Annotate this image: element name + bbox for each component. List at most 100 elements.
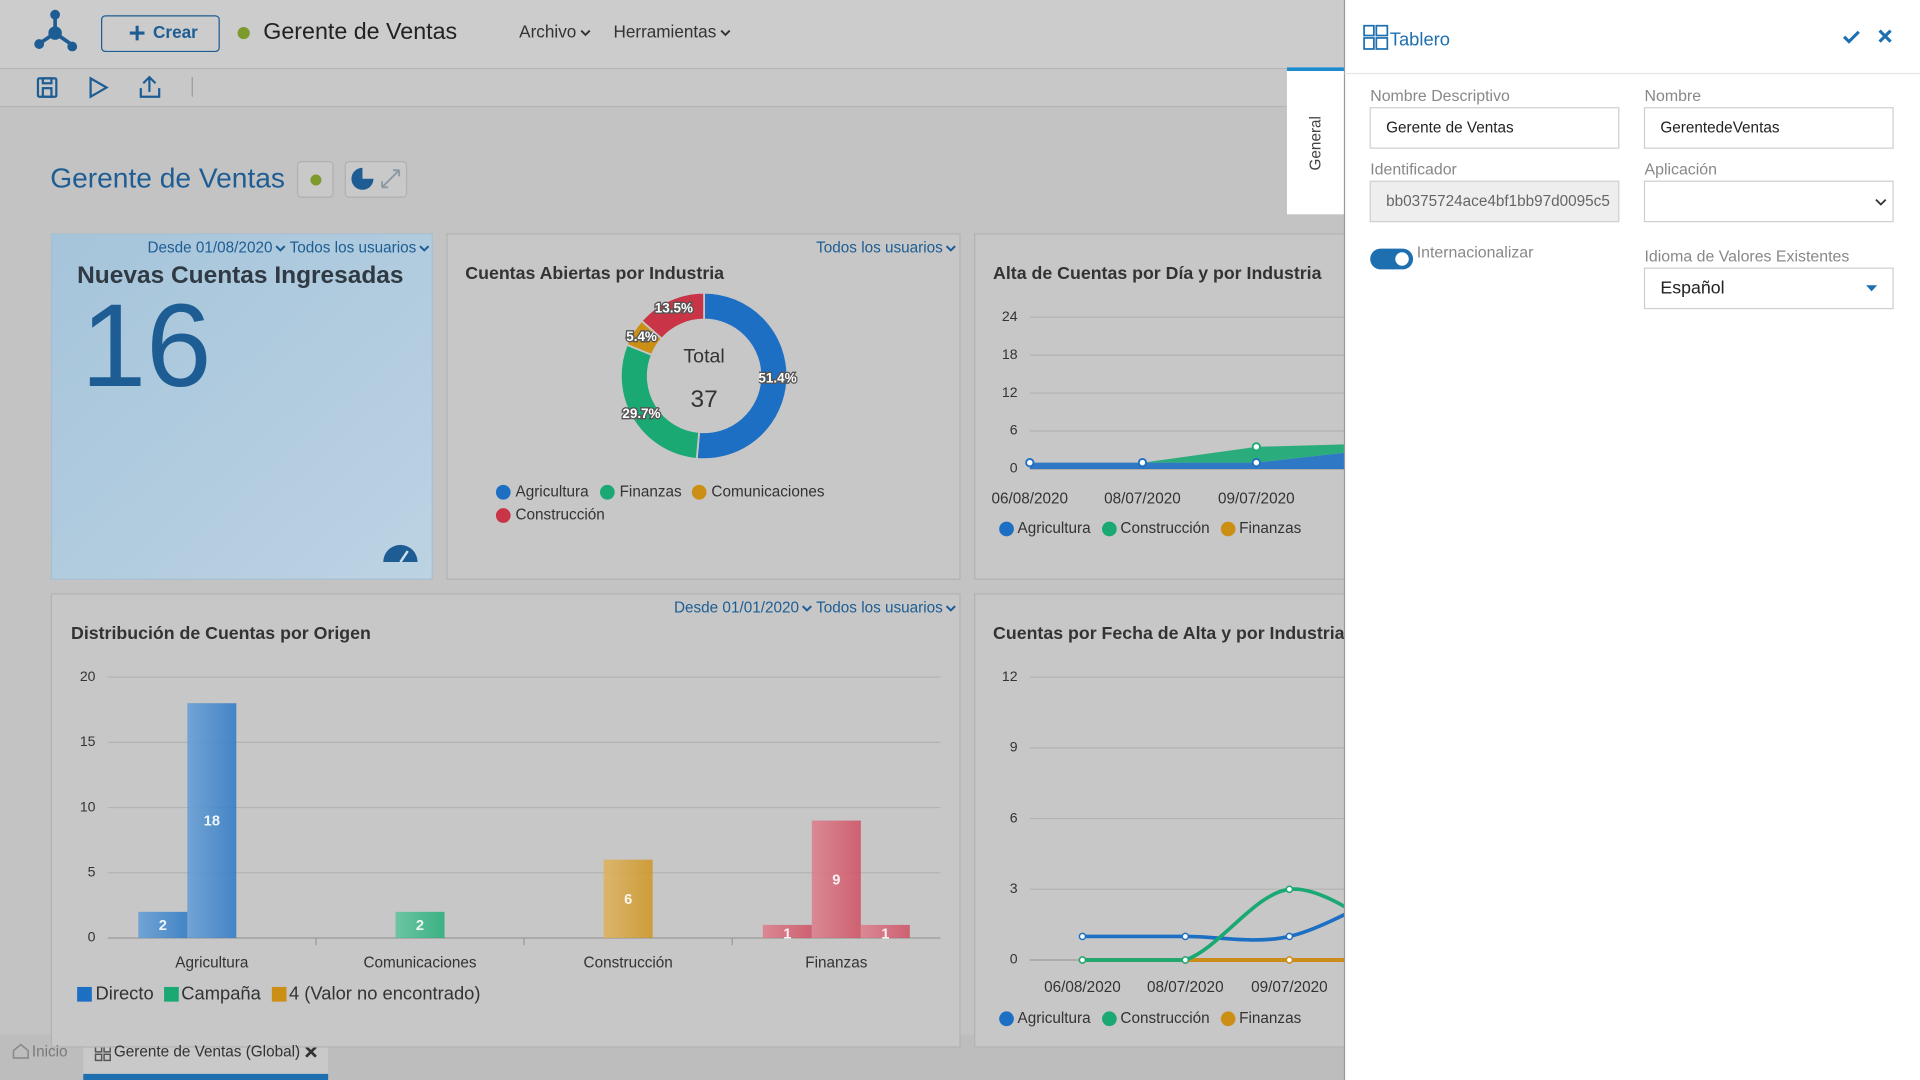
data-point bbox=[1285, 932, 1294, 941]
plus-icon bbox=[129, 25, 145, 41]
confirm-icon[interactable] bbox=[1842, 30, 1860, 44]
close-icon[interactable] bbox=[1878, 29, 1892, 43]
bar-shade bbox=[138, 911, 188, 938]
legend-label[interactable]: Agricultura bbox=[516, 483, 590, 500]
y-tick-label: 12 bbox=[1002, 384, 1018, 400]
data-point bbox=[1078, 956, 1087, 964]
filter-dropdown[interactable]: Todos los usuarios bbox=[290, 240, 417, 257]
x-tick-label: 09/07/2020 bbox=[1218, 491, 1295, 508]
create-label[interactable]: Crear bbox=[153, 22, 198, 42]
legend-swatch bbox=[164, 986, 179, 1002]
field-input[interactable] bbox=[1643, 180, 1894, 223]
field-label: Idioma de Valores Existentes bbox=[1644, 248, 1849, 265]
data-point bbox=[1181, 956, 1190, 964]
y-tick-label: 15 bbox=[80, 733, 96, 749]
menu[interactable]: Archivo bbox=[519, 22, 576, 42]
legend-swatch bbox=[999, 1011, 1014, 1027]
donut-total: 37 bbox=[690, 386, 717, 413]
y-tick-label: 6 bbox=[1010, 422, 1018, 438]
slice-label: 51.4% bbox=[758, 371, 796, 386]
chart-title: Distribución de Cuentas por Origen bbox=[71, 623, 371, 643]
chevron bbox=[419, 245, 430, 252]
kpi-title: Nuevas Cuentas Ingresadas bbox=[77, 262, 403, 289]
filter-dropdown[interactable]: Todos los usuarios bbox=[816, 240, 943, 257]
bar-shade bbox=[762, 924, 812, 938]
home-icon bbox=[12, 1043, 29, 1059]
field-value: Gerente de Ventas bbox=[1386, 120, 1514, 137]
widget bbox=[974, 233, 1345, 580]
y-tick-label: 0 bbox=[1010, 951, 1018, 967]
tab-label[interactable]: Gerente de Ventas (Global) bbox=[114, 1043, 300, 1060]
field-label: Nombre Descriptivo bbox=[1370, 88, 1510, 105]
close-tab-icon[interactable] bbox=[305, 1045, 317, 1058]
donut-center-label: Total bbox=[683, 346, 724, 368]
legend-label[interactable]: Agricultura bbox=[1018, 1010, 1092, 1027]
field-value: bb0375724ace4bf1bb97d0095c5 bbox=[1386, 193, 1610, 210]
bar-shade bbox=[395, 911, 445, 938]
field-value: GerentedeVentas bbox=[1660, 120, 1779, 137]
y-tick-label: 9 bbox=[1010, 739, 1018, 755]
legend-label[interactable]: Construcción bbox=[1120, 520, 1209, 537]
data-point bbox=[1137, 458, 1148, 468]
chevron bbox=[720, 29, 731, 37]
data-point bbox=[1181, 932, 1190, 941]
logo bbox=[34, 9, 78, 52]
legend-swatch bbox=[271, 986, 287, 1002]
line bbox=[1082, 887, 1345, 962]
panel-body bbox=[1344, 0, 1920, 1080]
legend-label[interactable]: Finanzas bbox=[1239, 1010, 1301, 1027]
menu[interactable]: Herramientas bbox=[613, 22, 716, 42]
tab-label[interactable]: Inicio bbox=[32, 1043, 68, 1060]
field-label: Nombre bbox=[1644, 88, 1701, 105]
bar-label: 1 bbox=[881, 927, 889, 943]
legend-label[interactable]: 4 (Valor no encontrado) bbox=[289, 983, 481, 1004]
legend-label[interactable]: Construcción bbox=[516, 507, 605, 524]
field-input[interactable] bbox=[1643, 267, 1894, 310]
legend-label[interactable]: Comunicaciones bbox=[711, 483, 824, 500]
field-input[interactable] bbox=[1369, 107, 1620, 149]
bar-label: 6 bbox=[624, 892, 632, 908]
y-tick-label: 6 bbox=[1010, 809, 1018, 825]
area bbox=[1029, 452, 1345, 469]
gauge-needle bbox=[399, 550, 409, 563]
field-label: Aplicación bbox=[1644, 161, 1717, 178]
filter-dropdown[interactable]: Desde 01/01/2020 bbox=[674, 600, 799, 617]
legend-swatch bbox=[495, 508, 511, 523]
legend-label[interactable]: Finanzas bbox=[1239, 520, 1301, 537]
data-point bbox=[1251, 442, 1261, 452]
toolbar-icons bbox=[36, 75, 161, 99]
bar-label: 2 bbox=[159, 918, 167, 934]
bar-shade bbox=[603, 859, 653, 938]
chevron bbox=[275, 245, 286, 252]
tab-underline bbox=[83, 1073, 329, 1080]
chevron bbox=[580, 29, 591, 37]
x-tick-label: 09/07/2020 bbox=[1251, 979, 1328, 996]
bar-shade bbox=[860, 924, 910, 938]
filter-dropdown[interactable]: Todos los usuarios bbox=[816, 600, 943, 617]
gauge-icon bbox=[383, 544, 418, 563]
chart-title: Cuentas por Fecha de Alta y por Industri… bbox=[993, 623, 1345, 643]
line bbox=[1082, 912, 1345, 942]
legend-label[interactable]: Campaña bbox=[181, 983, 261, 1004]
panel-tab-label[interactable]: General bbox=[1307, 116, 1324, 170]
legend-swatch bbox=[1220, 521, 1236, 537]
field-input[interactable] bbox=[1643, 107, 1894, 149]
legend-label[interactable]: Construcción bbox=[1120, 1010, 1209, 1027]
bar-label: 18 bbox=[204, 814, 220, 830]
x-tick-label: 08/07/2020 bbox=[1147, 979, 1224, 996]
y-tick-label: 10 bbox=[80, 798, 96, 814]
legend-swatch bbox=[999, 521, 1014, 537]
legend-label[interactable]: Directo bbox=[96, 983, 154, 1004]
chevron bbox=[1875, 198, 1887, 206]
y-tick-label: 18 bbox=[1002, 346, 1018, 362]
legend-label[interactable]: Finanzas bbox=[620, 483, 682, 500]
filter-dropdown[interactable]: Desde 01/08/2020 bbox=[147, 240, 272, 257]
data-point bbox=[1285, 885, 1294, 894]
create-button[interactable] bbox=[101, 15, 220, 53]
legend-swatch bbox=[600, 484, 615, 500]
slice-label: 5.4% bbox=[626, 329, 657, 344]
data-point bbox=[1251, 458, 1261, 468]
panel-tab[interactable] bbox=[1286, 67, 1345, 215]
dimmed-app: Crear Gerente de Ventas Archivo Herramienta… bbox=[0, 9, 1345, 1080]
legend-label[interactable]: Agricultura bbox=[1018, 520, 1092, 537]
